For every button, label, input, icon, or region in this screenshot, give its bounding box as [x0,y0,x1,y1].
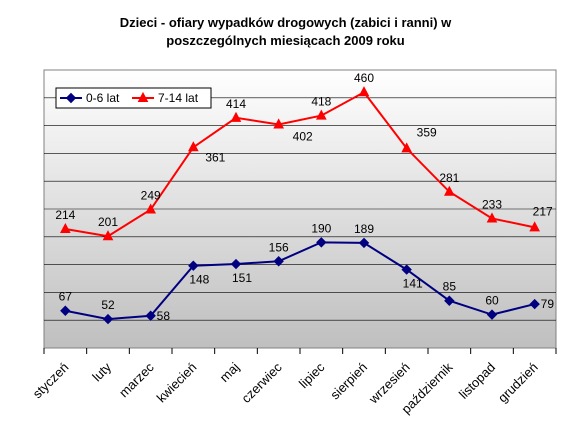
series-line [65,241,535,321]
data-label: 214 [55,208,75,222]
data-label: 58 [157,309,171,323]
x-tick-label: marzec [116,359,157,400]
x-tick-label: kwiecień [154,360,200,406]
x-tick-label: lipiec [296,359,328,391]
data-label: 249 [141,189,161,203]
series-marker [273,118,284,129]
x-tick-label: sierpień [327,360,370,403]
legend-item-1: 7-14 lat [132,91,199,105]
data-label: 190 [311,221,331,235]
data-label: 201 [98,215,118,229]
series-marker [60,305,71,316]
chart-title-line-2: poszczególnych miesiącach 2009 roku [166,33,405,48]
series-marker [529,221,540,232]
x-tick-label: grudzień [495,360,541,406]
x-tick-label: maj [217,359,242,384]
x-tick-label: luty [89,359,114,384]
data-label: 67 [59,290,73,304]
series-marker [273,256,284,267]
data-label: 148 [189,273,209,287]
chart-title-line-1: Dzieci - ofiary wypadków drogowych (zabi… [119,15,452,30]
series-marker [65,92,77,104]
series-1 [60,86,540,241]
legend: 0-6 lat 7-14 lat [55,87,212,109]
series-marker [444,185,455,196]
series-marker [145,310,156,321]
legend-item-0: 0-6 lat [60,91,120,105]
series-marker [188,260,199,271]
series-line [65,90,535,238]
x-tick-label: listopad [456,360,498,402]
data-label: 52 [101,298,115,312]
series-marker [486,309,498,320]
series-marker [316,109,327,120]
series-marker [102,230,114,241]
data-label: 233 [482,197,502,211]
series-marker [230,258,242,270]
series-marker [230,111,242,122]
series-marker [401,264,412,275]
series-marker [188,141,199,152]
series-layer [60,86,540,325]
series-marker [102,313,114,325]
x-tick-label: czerwiec [238,359,285,406]
series-marker [358,237,370,249]
series-0 [60,237,540,325]
x-tick-label: styczeń [30,360,72,402]
series-marker [444,295,455,306]
data-label: 151 [232,271,252,285]
series-marker [137,91,149,102]
chart-title: Dzieci - ofiary wypadków drogowych (zabi… [0,14,571,50]
data-label: 418 [311,95,331,109]
grid-lines [44,97,556,321]
series-marker [145,203,156,214]
data-label: 79 [541,297,555,311]
data-labels: 67 52 58 148 151 156 190 189 141 85 60 79 214 201 249 3… [55,71,554,323]
data-label: 60 [485,294,499,308]
data-label: 141 [403,277,423,291]
series-marker [529,298,540,310]
data-label: 414 [226,97,246,111]
series-marker [401,142,412,153]
data-label: 85 [443,280,457,294]
series-marker [60,222,71,234]
data-label: 361 [205,150,225,164]
series-marker [316,237,327,248]
data-label: 281 [439,171,459,185]
legend-label: 0-6 lat [86,91,120,105]
data-label: 189 [354,222,374,236]
data-label: 460 [354,71,374,85]
legend-label: 7-14 lat [158,91,199,105]
series-marker [486,212,498,223]
data-label: 402 [293,129,313,143]
data-label: 359 [417,125,437,139]
series-marker [358,86,370,97]
data-label: 217 [533,204,553,218]
data-label: 156 [269,240,289,254]
